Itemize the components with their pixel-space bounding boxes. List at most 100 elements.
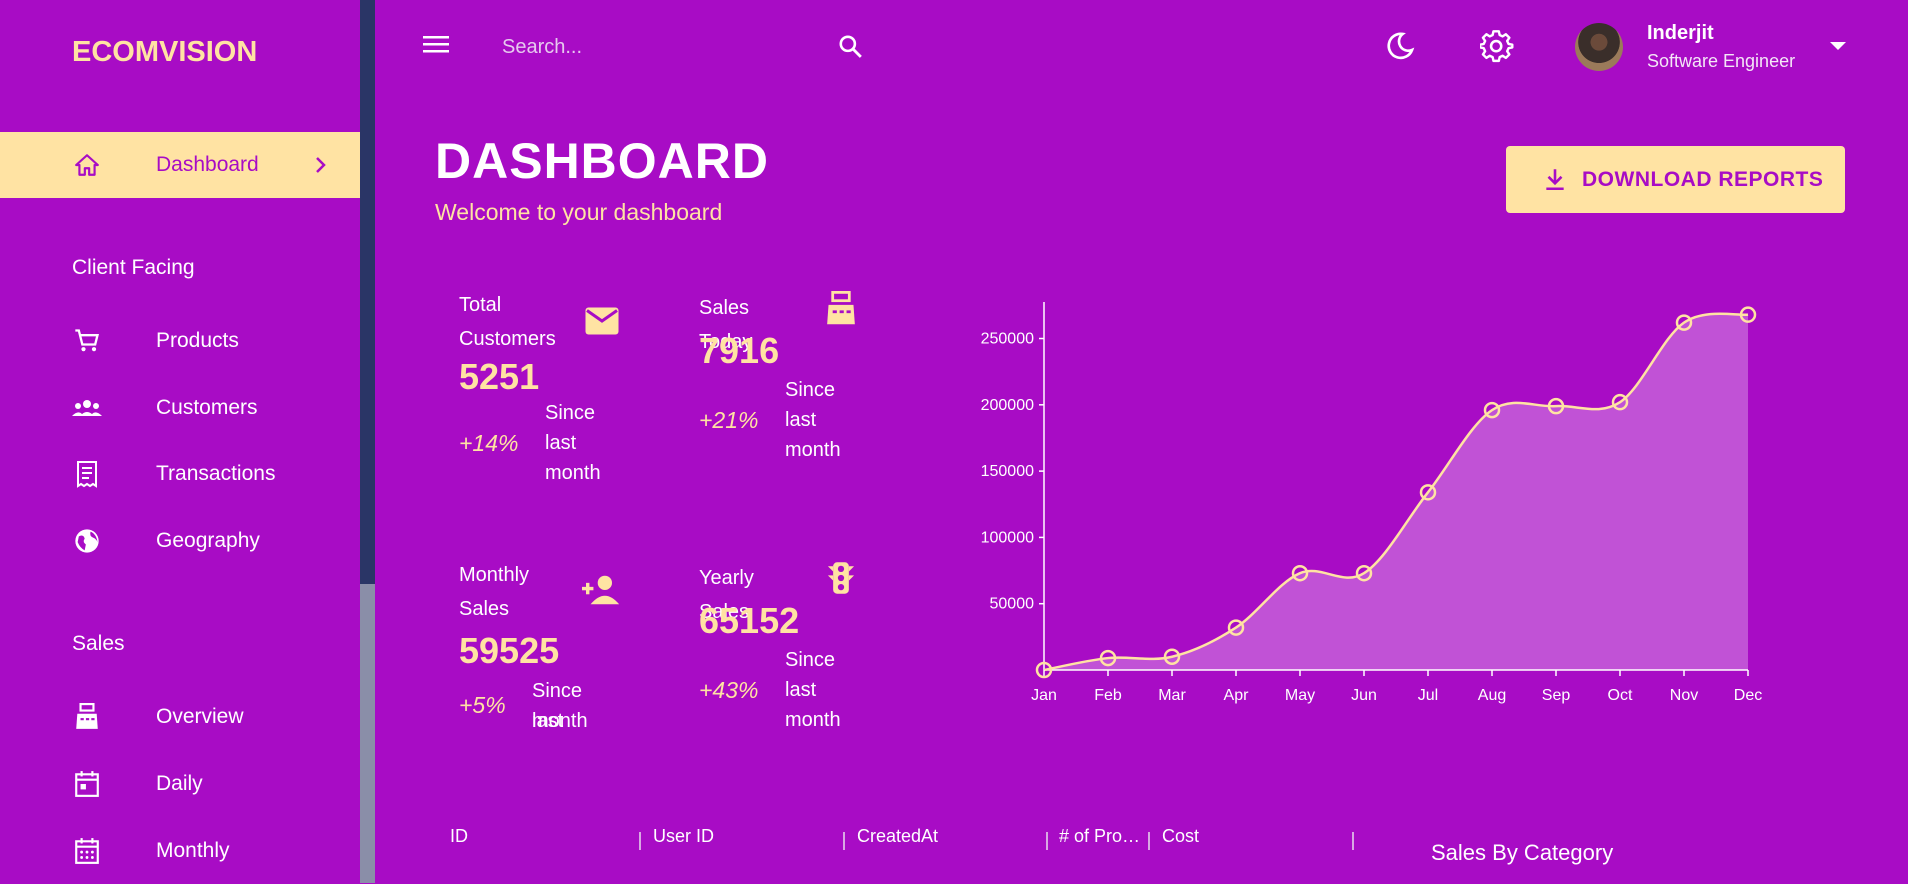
caret-down-icon[interactable]: [1830, 42, 1846, 50]
sidebar-item-customers[interactable]: Customers: [0, 375, 360, 441]
stat-value: 65152: [699, 600, 800, 641]
column-separator[interactable]: [1148, 832, 1150, 850]
section-client-facing: Client Facing: [72, 256, 195, 279]
y-tick-label: 150000: [981, 463, 1034, 480]
sidebar-item-label: Overview: [156, 705, 244, 728]
calendar-month-icon: [72, 836, 102, 866]
chart-point[interactable]: [1483, 401, 1501, 419]
x-tick-label: Sep: [1542, 687, 1571, 704]
user-name[interactable]: Inderjit: [1647, 22, 1714, 44]
stat-title: Sales Today: [699, 297, 753, 353]
x-tick-label: Oct: [1608, 687, 1633, 704]
stat-since: Since last: [532, 680, 583, 732]
chart-point[interactable]: [1611, 393, 1629, 411]
section-sales: Sales: [72, 632, 125, 655]
stat-since: month: [785, 709, 841, 731]
stat-since: month: [545, 462, 601, 484]
table-header-user-id[interactable]: User ID: [653, 826, 715, 846]
page-subtitle: Welcome to your dashboard: [435, 199, 723, 225]
table-header-id[interactable]: ID: [450, 826, 468, 846]
table-header-products[interactable]: # of Pro…: [1059, 826, 1141, 846]
calendar-day-icon: [72, 769, 102, 799]
search-icon[interactable]: [837, 33, 863, 59]
email-icon: [584, 306, 620, 342]
sidebar: ECOMVISION Dashboard Client Facing Produ…: [0, 0, 360, 883]
stat-since: last: [785, 409, 817, 431]
sidebar-item-overview[interactable]: Overview: [0, 684, 360, 750]
x-tick-label: Apr: [1224, 687, 1250, 704]
brand-logo-text[interactable]: ECOMVISION: [72, 36, 258, 68]
search-input[interactable]: [500, 30, 824, 64]
sidebar-item-label: Geography: [156, 529, 260, 552]
stat-value: 7916: [699, 330, 780, 371]
column-separator[interactable]: [1352, 832, 1354, 850]
groups-icon: [72, 393, 102, 423]
download-reports-button[interactable]: DOWNLOAD REPORTS: [1506, 146, 1845, 213]
stat-title: Customers: [459, 328, 556, 350]
sidebar-item-transactions[interactable]: Transactions: [0, 441, 360, 507]
sidebar-item-label: Products: [156, 329, 239, 352]
table-header-created-at[interactable]: CreatedAt: [857, 826, 939, 846]
column-separator[interactable]: [843, 832, 845, 850]
column-separator[interactable]: [1046, 832, 1048, 850]
sidebar-item-dashboard[interactable]: Dashboard: [0, 132, 360, 198]
x-tick-label: Dec: [1734, 687, 1762, 704]
avatar[interactable]: [1575, 23, 1623, 71]
chart-point[interactable]: [1739, 306, 1757, 323]
chart-area-fill: [1044, 313, 1748, 670]
stat-title: Yearly Sales: [699, 567, 754, 623]
stat-since: last: [785, 679, 817, 701]
y-tick-label: 250000: [981, 331, 1034, 348]
chart-point[interactable]: [1163, 648, 1181, 665]
dark-mode-icon[interactable]: [1384, 30, 1416, 62]
sidebar-item-label: Monthly: [156, 839, 230, 862]
stat-increase: +5%: [459, 692, 506, 718]
table-header-cost[interactable]: Cost: [1162, 826, 1200, 846]
x-tick-label: Jun: [1351, 687, 1377, 704]
stat-since: Since: [785, 379, 836, 401]
chart-point[interactable]: [1227, 619, 1245, 636]
download-reports-label: DOWNLOAD REPORTS: [1582, 168, 1824, 191]
sidebar-scrollbar-thumb[interactable]: [360, 584, 375, 883]
chart-point[interactable]: [1099, 649, 1117, 667]
stat-increase: +21%: [699, 407, 759, 433]
stat-since: last: [545, 432, 577, 454]
x-tick-label: Feb: [1094, 687, 1122, 704]
sidebar-item-label: Customers: [156, 396, 258, 419]
download-icon: [1542, 166, 1568, 192]
sidebar-item-monthly[interactable]: Monthly: [0, 818, 360, 884]
chart-point[interactable]: [1291, 564, 1309, 582]
point-of-sale-icon: [824, 291, 860, 327]
chart-point[interactable]: [1355, 564, 1373, 582]
stat-title: Total: [459, 294, 502, 316]
chart-point[interactable]: [1419, 484, 1437, 501]
sales-line-chart: 50000 100000 150000 200000 250000 Jan Feb Mar Ap…: [960, 290, 1780, 710]
page-title: DASHBOARD: [435, 133, 769, 189]
menu-icon[interactable]: [423, 34, 449, 54]
x-tick-label: Mar: [1158, 687, 1186, 704]
receipt-icon: [72, 459, 102, 489]
chart-point[interactable]: [1547, 397, 1565, 415]
x-tick-label: Jul: [1418, 687, 1438, 704]
column-separator[interactable]: [639, 832, 641, 850]
stat-since: Since: [785, 649, 836, 671]
person-add-icon: [582, 574, 620, 610]
stat-since: month: [785, 439, 841, 461]
x-tick-label: Jan: [1031, 687, 1057, 704]
x-tick-label: May: [1285, 687, 1315, 704]
chart-point[interactable]: [1675, 314, 1693, 331]
traffic-icon: [827, 561, 863, 597]
y-tick-label: 100000: [981, 529, 1034, 546]
stat-increase: +14%: [459, 430, 519, 456]
stat-value: 5251: [459, 356, 540, 397]
gear-icon[interactable]: [1478, 30, 1514, 64]
user-role: Software Engineer: [1647, 51, 1796, 71]
sidebar-item-products[interactable]: Products: [0, 308, 360, 374]
x-tick-label: Nov: [1670, 687, 1698, 704]
chart-point[interactable]: [1035, 661, 1053, 679]
sidebar-item-geography[interactable]: Geography: [0, 508, 360, 574]
stat-increase: +43%: [699, 677, 759, 703]
cart-icon: [72, 326, 102, 356]
sidebar-item-label: Transactions: [156, 462, 276, 485]
sidebar-item-daily[interactable]: Daily: [0, 751, 360, 817]
